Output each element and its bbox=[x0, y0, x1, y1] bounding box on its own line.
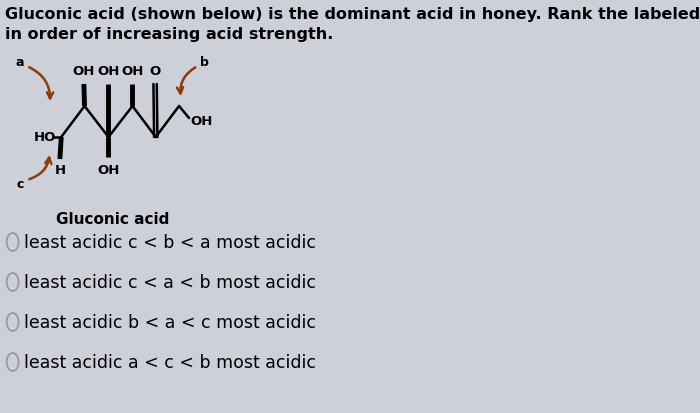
Text: OH: OH bbox=[190, 115, 213, 128]
FancyArrowPatch shape bbox=[29, 158, 51, 180]
Text: Gluconic acid (shown below) is the dominant acid in honey. Rank the labeled prot: Gluconic acid (shown below) is the domin… bbox=[5, 7, 700, 42]
Text: OH: OH bbox=[97, 164, 120, 177]
Text: O: O bbox=[150, 65, 161, 78]
Text: HO: HO bbox=[34, 131, 56, 144]
Text: OH: OH bbox=[97, 65, 120, 78]
Text: a: a bbox=[15, 56, 24, 69]
Text: least acidic a < c < b most acidic: least acidic a < c < b most acidic bbox=[24, 353, 316, 371]
Text: H: H bbox=[55, 164, 66, 177]
FancyArrowPatch shape bbox=[177, 68, 195, 94]
Text: Gluconic acid: Gluconic acid bbox=[57, 211, 170, 226]
Text: least acidic c < b < a most acidic: least acidic c < b < a most acidic bbox=[24, 233, 316, 252]
Text: OH: OH bbox=[73, 65, 95, 78]
FancyArrowPatch shape bbox=[29, 68, 53, 99]
Text: b: b bbox=[200, 56, 209, 69]
Text: least acidic b < a < c most acidic: least acidic b < a < c most acidic bbox=[24, 313, 316, 331]
Text: least acidic c < a < b most acidic: least acidic c < a < b most acidic bbox=[24, 273, 316, 291]
Text: OH: OH bbox=[121, 65, 144, 78]
Text: c: c bbox=[16, 178, 24, 191]
